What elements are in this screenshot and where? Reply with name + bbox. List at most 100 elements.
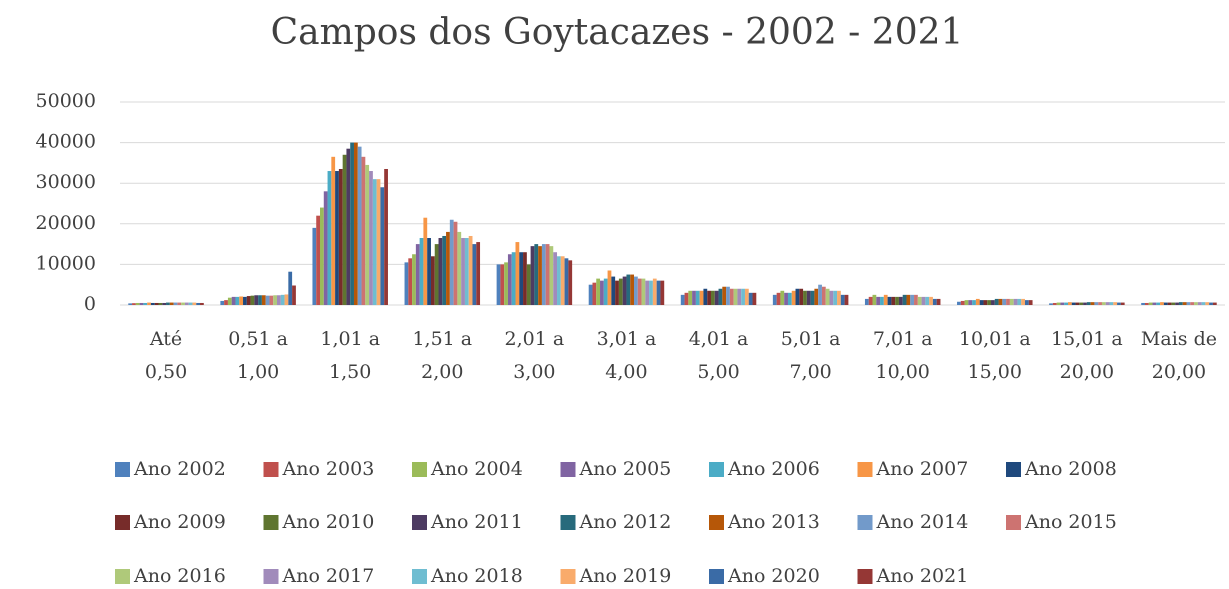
bar [284,294,289,305]
bar [423,217,428,305]
bar [419,238,424,305]
bar [139,302,144,305]
bar [438,238,443,305]
bar [1060,302,1065,305]
legend-label: Ano 2011 [430,511,523,533]
bar [1009,298,1014,305]
bar [699,290,704,305]
bar [158,302,163,305]
bar [320,207,324,305]
legend-swatch [412,462,427,477]
legend-swatch [1006,462,1021,477]
legend-label: Ano 2006 [727,458,820,480]
x-tick-label: 1,51 a 2,00 [412,328,472,383]
bar [1190,302,1195,305]
bar [622,276,627,305]
bar [1049,303,1053,305]
bar [231,296,236,305]
bar [741,288,745,305]
y-tick-label: 50000 [36,90,96,112]
bar [1079,302,1084,305]
bar [998,298,1003,305]
bar [154,302,159,305]
bar [680,294,685,305]
bar [618,278,623,305]
bar [523,252,527,305]
y-tick-label: 30000 [36,171,96,193]
bar [972,300,976,305]
bar [461,238,465,305]
bar [557,256,561,305]
bar [353,142,358,305]
bar [243,296,247,305]
bar [1156,302,1161,305]
bar [227,297,232,305]
x-tick-label: 0,51 a 1,00 [228,328,288,383]
legend-swatch [560,569,576,584]
bar [1075,302,1080,305]
bar [776,292,781,305]
bar [415,244,420,305]
bar [1167,302,1172,305]
bar [929,296,933,305]
bar [269,295,274,305]
bar [987,300,992,305]
bar [660,280,665,305]
bar [960,300,965,305]
bar [404,262,409,305]
bar [692,290,696,305]
bar [748,292,753,305]
bar [1094,302,1099,305]
bar [1209,302,1213,305]
bar [335,171,339,305]
x-tick-label: 4,01 a 5,00 [689,328,749,383]
bar [1028,300,1033,305]
bar [744,288,749,305]
bar [500,264,505,305]
y-tick-label: 40000 [36,131,96,153]
bar [902,294,907,305]
bar [710,290,715,305]
bar [530,246,535,305]
bar [1105,302,1110,305]
legend-swatch [857,462,873,477]
bar [538,246,542,305]
bar [1056,302,1061,305]
y-tick-label: 20000 [36,212,96,234]
bar [519,252,524,305]
chart-title: Campos dos Goytacazes - 2002 - 2021 [271,12,964,53]
legend-label: Ano 2013 [727,511,820,533]
bar [169,302,174,305]
bar [837,290,841,305]
legend-swatch [560,515,576,530]
bar [840,294,845,305]
bar [652,278,657,305]
bar [921,296,926,305]
bar [645,280,650,305]
legend-swatch [709,462,724,477]
bar [1083,302,1087,305]
legend-label: Ano 2012 [579,511,672,533]
bar [135,302,140,305]
bar [752,292,757,305]
bar [1090,302,1095,305]
bar [1006,298,1010,305]
bar [254,295,259,305]
bar [369,171,373,305]
bar [914,294,918,305]
x-tick-label: 2,01 a 3,00 [505,328,565,383]
bar [718,288,723,305]
bar [1148,302,1153,305]
y-tick-label: 10000 [36,252,96,274]
bar [132,303,136,305]
bar [634,276,638,305]
bar [504,262,508,305]
bar [184,302,189,305]
bar [1117,302,1121,305]
bar [1171,302,1176,305]
x-tick-label: 5,01 a 7,00 [781,328,841,383]
bar [472,244,477,305]
bar [887,296,892,305]
bar [1109,302,1114,305]
